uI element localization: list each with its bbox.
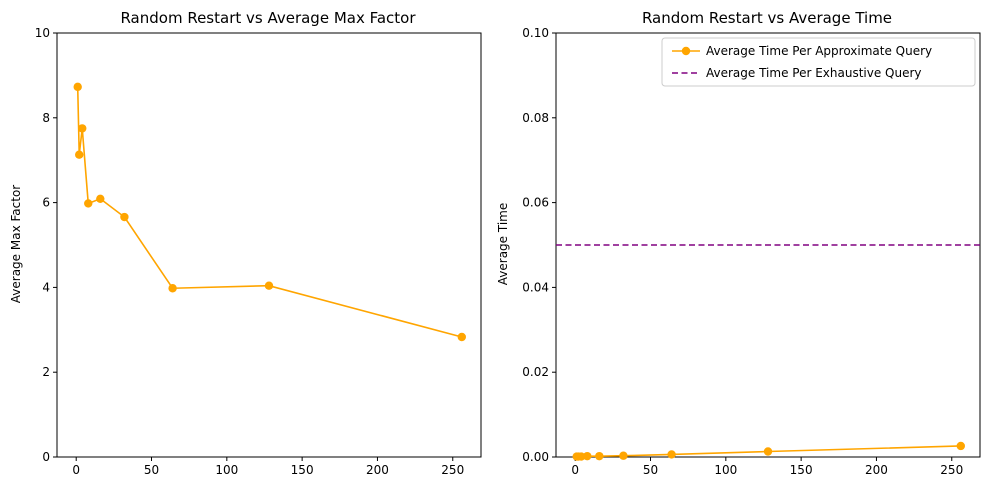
x-tick-label: 200 [366,463,389,477]
data-point [73,82,82,92]
data-point [96,194,105,203]
x-tick-label: 100 [215,463,238,477]
x-tick-label: 50 [144,463,159,477]
chart-max-factor: Random Restart vs Average Max Factor Ave… [9,9,482,477]
x-tick-label: 0 [571,463,579,477]
y-tick-label: 6 [42,196,50,210]
legend-box [661,37,976,87]
legend-marker-approximate [681,46,691,56]
data-point [583,451,592,461]
y-tick-label: 0 [42,450,50,464]
data-point [667,450,676,459]
y-tick-label: 0.04 [522,280,549,294]
chart-title: Random Restart vs Average Time [642,9,892,27]
data-point [457,332,466,342]
y-tick-label: 8 [42,111,50,125]
data-point [619,451,628,460]
chart-average-time: Random Restart vs Average Time Average T… [496,9,981,477]
series-layer [572,441,965,461]
data-point [956,441,965,451]
y-tick-label: 0.08 [522,111,549,125]
x-tick-label: 0 [72,463,80,477]
data-point [78,124,87,133]
y-axis-label: Average Max Factor [9,185,23,304]
y-tick-label: 4 [42,280,50,294]
y-tick-label: 0.02 [522,365,549,379]
legend-label-exhaustive: Average Time Per Exhaustive Query [706,66,922,80]
data-point [75,150,84,159]
x-tick-label: 200 [865,463,888,477]
y-tick-label: 0.06 [522,196,549,210]
data-point [264,281,274,290]
x-tick-label: 50 [643,463,658,477]
legend-label-approximate: Average Time Per Approximate Query [706,44,932,58]
y-tick-label: 0.00 [522,450,549,464]
plot-frame [56,32,482,458]
data-point [577,452,586,461]
y-tick-label: 0.10 [522,26,549,40]
axis-ticks: 0 50 100 150 200 250 0.00 0.02 0.04 0.06 0.08 0.10 [522,26,963,477]
x-tick-label: 250 [940,463,963,477]
data-point [84,199,93,208]
x-tick-label: 250 [441,463,464,477]
data-point [168,284,177,293]
series-layer [73,82,466,342]
legend: Average Time Per Approximate Query Avera… [661,37,976,87]
y-tick-label: 10 [35,26,50,40]
axis-ticks: 0 50 100 150 200 250 0 2 4 6 8 10 [35,26,464,477]
data-point [595,451,604,461]
x-tick-label: 150 [790,463,813,477]
y-axis-label: Average Time [496,203,510,285]
data-point [120,212,129,222]
x-tick-label: 100 [714,463,737,477]
x-tick-label: 150 [291,463,314,477]
chart-title: Random Restart vs Average Max Factor [120,9,416,27]
y-tick-label: 2 [42,365,50,379]
data-point [763,447,773,456]
